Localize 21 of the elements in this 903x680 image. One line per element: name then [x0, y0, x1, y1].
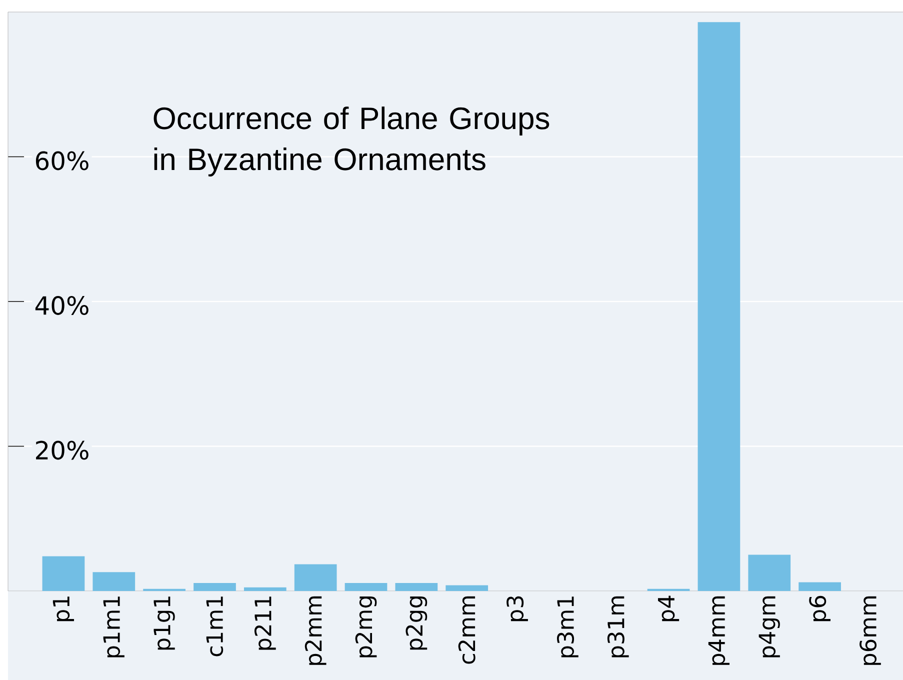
x-tick-label: p6mm — [860, 596, 881, 665]
y-tick-label: 20% — [36, 440, 88, 460]
x-tick-label: p4gm — [758, 596, 780, 658]
x-tick-label: p3m1 — [557, 596, 578, 658]
x-tick-label: p2gg — [406, 596, 428, 650]
x-tick-label: p4mm — [708, 596, 730, 665]
x-tick-label: p2mg — [355, 596, 377, 658]
y-tick-label: 60% — [36, 151, 88, 170]
x-tick-label: p211 — [254, 596, 276, 650]
x-tick-label: p1 — [52, 596, 74, 622]
y-tick-label: 40% — [35, 296, 88, 315]
x-tick-label: c1m1 — [206, 596, 224, 656]
x-tick-label: p4 — [658, 596, 680, 622]
text: Occurrence of Plane Groups in Byzantine Ornaments — [154, 106, 550, 176]
x-tick-label: p6 — [809, 596, 830, 622]
x-tick-label: p2mm — [304, 596, 326, 665]
x-tick-label: p31m — [607, 596, 629, 658]
x-tick-label: c2mm — [458, 596, 476, 664]
x-tick-label: p1m1 — [103, 596, 124, 658]
x-tick-label: p1g1 — [154, 596, 175, 650]
x-tick-label: p3 — [506, 596, 528, 622]
